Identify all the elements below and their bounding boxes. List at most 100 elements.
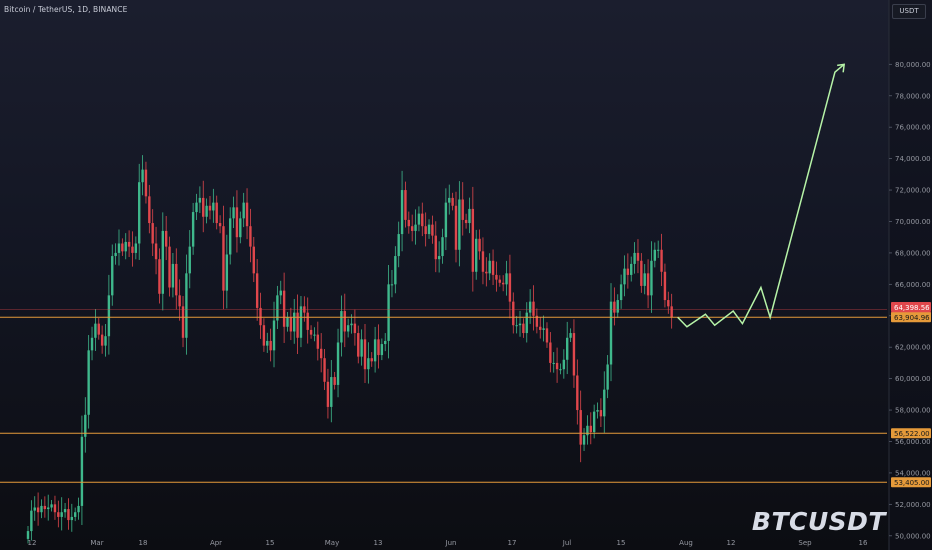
candle-body [330, 377, 333, 407]
y-tick-label: 56,000.00 [895, 438, 931, 446]
candle-body [663, 271, 667, 301]
candle-body [195, 202, 198, 213]
candle-body [276, 295, 279, 321]
candle-body [100, 334, 104, 346]
candle-body [97, 323, 100, 335]
candle-body [36, 507, 40, 513]
level-tag-bg [891, 312, 931, 323]
candle-body [138, 182, 141, 244]
currency-button[interactable]: USDT [892, 4, 926, 19]
candle-body [404, 190, 407, 220]
x-tick-label: 13 [374, 539, 383, 547]
candle-body [394, 256, 397, 285]
candle-body [154, 243, 158, 260]
candle-body [380, 344, 384, 356]
candle-body [532, 301, 535, 316]
candle-body [525, 312, 528, 334]
candle-body [515, 325, 518, 327]
candle-body [535, 315, 539, 327]
candle-body [410, 226, 414, 231]
price-axis: 50,000.00 52,000.00 54,000.00 56,000.00 58,0… [888, 0, 932, 550]
candle-body [613, 301, 616, 313]
candle-body [656, 249, 660, 251]
candle-body [286, 317, 289, 327]
candle-body [582, 435, 586, 445]
candle-body [481, 251, 485, 272]
candle-body [269, 340, 272, 351]
candle-body [70, 516, 74, 521]
candle-body [555, 362, 559, 370]
level-tag-bg [891, 428, 931, 439]
y-tick-label: 76,000.00 [895, 124, 931, 132]
candle-body [498, 279, 501, 283]
candle-body [326, 381, 330, 407]
candle-body [229, 218, 232, 255]
y-tick-label: 60,000.00 [895, 375, 931, 383]
candle-body [84, 414, 87, 437]
candle-body [299, 306, 303, 338]
candle-body [124, 241, 127, 252]
candle-body [643, 273, 646, 286]
ticker-watermark: BTCUSDT [751, 507, 886, 536]
candle-body [360, 339, 363, 357]
candle-body [67, 509, 70, 521]
candle-body [340, 311, 343, 343]
candle-body [114, 252, 117, 257]
candle-body [454, 205, 458, 250]
candle-body [623, 268, 626, 285]
candle-body [350, 323, 353, 326]
candle-body [461, 199, 464, 220]
candle-body [293, 312, 296, 332]
candle-body [670, 306, 673, 318]
price-axis-bg [889, 0, 932, 550]
candle-body [559, 369, 562, 371]
candle-body [225, 254, 229, 291]
candle-body [579, 410, 582, 445]
candle-body [390, 284, 394, 286]
candle-body [188, 246, 191, 274]
candle-body [73, 512, 77, 517]
candle-body [57, 512, 60, 517]
candle-body [505, 273, 508, 285]
x-tick-label: 12 [727, 539, 736, 547]
candle-body [158, 259, 161, 294]
candle-body [235, 207, 239, 238]
candle-body [26, 531, 30, 539]
candle-body [451, 197, 454, 206]
candle-body [255, 273, 259, 308]
candle-body [363, 339, 367, 370]
candle-body [232, 207, 235, 219]
candle-body [414, 224, 417, 231]
candle-body [589, 425, 592, 433]
candle-body [603, 389, 606, 417]
x-tick-label: Jun [445, 539, 457, 547]
candle-body [633, 252, 636, 264]
candle-body [104, 336, 107, 346]
candle-body [437, 256, 441, 260]
candle-body [212, 202, 215, 211]
candle-body [333, 377, 336, 385]
candle-body [313, 334, 316, 336]
candle-body [249, 226, 252, 247]
y-tick-label: 62,000.00 [895, 344, 931, 352]
candle-body [653, 249, 657, 261]
y-tick-label: 54,000.00 [895, 469, 931, 477]
candle-body [431, 224, 434, 236]
candle-body [539, 326, 542, 330]
candle-body [80, 436, 84, 506]
y-tick-label: 74,000.00 [895, 155, 931, 163]
candle-body [508, 273, 512, 302]
horizontal-levels [0, 309, 887, 483]
candle-body [30, 510, 33, 532]
candle-body [117, 243, 121, 253]
candle-body [424, 226, 427, 235]
candle-body [266, 340, 269, 346]
candle-body [485, 271, 488, 274]
last-price-tag: 64,398.56 [894, 304, 930, 312]
candle-body [215, 202, 218, 224]
candle-body [562, 359, 566, 370]
candle-body [545, 328, 549, 343]
candle-body [448, 197, 451, 203]
candle-body [40, 505, 43, 513]
